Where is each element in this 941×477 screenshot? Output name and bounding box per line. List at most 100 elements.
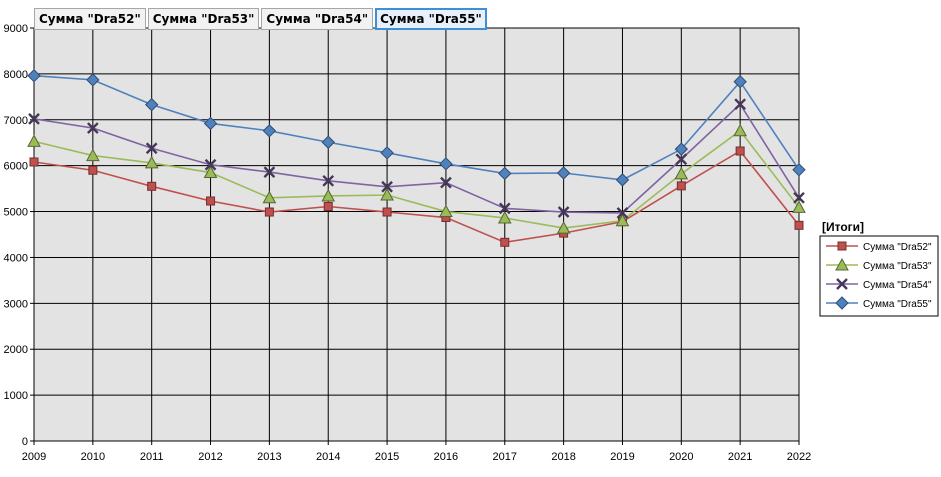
x-tick-label: 2017	[493, 451, 517, 463]
series-3	[28, 98, 805, 219]
y-tick-label: 3000	[4, 298, 28, 310]
series-line	[33, 129, 800, 229]
plot-area	[33, 27, 800, 442]
data-point	[675, 153, 688, 166]
data-point	[27, 134, 41, 147]
legend: [Итоги] Сумма "Dra52" Сумма "Dra53" Сумма …	[819, 220, 939, 317]
x-tick-label: 2010	[81, 451, 105, 463]
legend-entry: Сумма "Dra52"	[826, 241, 932, 253]
legend-label: Сумма "Dra55"	[863, 299, 932, 310]
data-point	[203, 116, 218, 131]
data-point	[145, 142, 158, 155]
data-point	[262, 190, 277, 204]
gridlines	[34, 28, 799, 441]
data-point	[29, 157, 39, 167]
y-tick-label: 5000	[4, 207, 28, 219]
data-point	[793, 191, 805, 204]
series-line	[33, 149, 800, 244]
data-point	[203, 165, 218, 179]
legend-label: Сумма "Dra52"	[863, 242, 932, 253]
data-point	[264, 207, 274, 217]
x-tick-label: 2021	[728, 451, 752, 463]
data-point	[556, 221, 571, 234]
y-tick-label: 1000	[4, 390, 28, 402]
x-tick-label: 2016	[434, 451, 458, 463]
data-point	[674, 166, 689, 180]
x-axis: 2009 2010 2011 2012 2013 2014 2015 2016 2017 2018…	[22, 441, 811, 463]
data-point	[439, 204, 453, 218]
data-point	[616, 207, 629, 219]
data-point	[380, 146, 394, 160]
y-tick-label: 2000	[4, 344, 28, 356]
legend-entry: Сумма "Dra53"	[826, 257, 932, 272]
data-point	[206, 196, 216, 206]
legend-entry: Сумма "Dra54"	[826, 278, 932, 291]
x-tick-label: 2014	[316, 451, 340, 463]
data-point	[262, 124, 277, 138]
data-point	[792, 163, 806, 177]
series-4	[27, 69, 806, 187]
data-point	[734, 98, 747, 111]
data-point	[147, 181, 157, 191]
data-point	[500, 237, 510, 247]
legend-label: Сумма "Dra53"	[863, 261, 932, 272]
legend-marker	[837, 241, 847, 251]
data-point	[674, 142, 689, 156]
data-point	[735, 146, 745, 156]
data-point	[27, 69, 41, 83]
series-line	[33, 102, 800, 214]
data-point	[440, 176, 452, 189]
data-point	[615, 213, 630, 227]
data-point	[498, 202, 511, 215]
x-tick-label: 2019	[610, 451, 634, 463]
legend-marker	[835, 296, 849, 310]
data-point	[557, 206, 570, 218]
data-point	[498, 166, 512, 181]
field-button-bar: Сумма "Dra52" Сумма "Dra53" Сумма "Dra54…	[34, 8, 487, 30]
x-tick-label: 2015	[375, 451, 399, 463]
y-axis: 0 1000 2000 3000 4000 5000 6000 7000 8000 9000	[4, 23, 34, 448]
data-point	[381, 180, 393, 193]
field-button-dra54[interactable]: Сумма "Dra54"	[261, 8, 374, 30]
legend-marker	[835, 257, 849, 271]
field-button-dra52[interactable]: Сумма "Dra52"	[34, 8, 146, 30]
x-tick-label: 2018	[551, 451, 575, 463]
data-point	[733, 74, 747, 89]
field-button-dra53[interactable]: Сумма "Dra53"	[147, 8, 260, 30]
legend-title: [Итоги]	[822, 220, 864, 234]
data-point	[439, 157, 453, 171]
data-point	[263, 166, 276, 178]
data-point	[794, 220, 804, 230]
data-point	[144, 97, 159, 112]
data-point	[382, 207, 392, 217]
data-point	[88, 165, 98, 175]
data-point	[615, 173, 630, 187]
y-tick-label: 7000	[4, 115, 28, 127]
y-tick-label: 4000	[4, 252, 28, 264]
x-tick-label: 2022	[787, 451, 811, 463]
data-point	[733, 123, 747, 137]
x-tick-label: 2013	[257, 451, 281, 463]
x-tick-label: 2011	[140, 451, 164, 463]
field-button-dra55[interactable]: Сумма "Dra55"	[375, 8, 487, 30]
series-2	[27, 123, 806, 234]
data-point	[497, 210, 512, 224]
legend-entry: Сумма "Dra55"	[826, 296, 932, 310]
y-tick-label: 8000	[4, 69, 28, 81]
legend-marker	[836, 278, 848, 290]
data-point	[556, 166, 571, 180]
data-point	[86, 122, 99, 134]
data-point	[28, 113, 40, 125]
x-tick-label: 2009	[22, 451, 46, 463]
series-layer	[27, 69, 806, 247]
data-point	[321, 188, 336, 202]
x-tick-label: 2020	[669, 451, 693, 463]
data-point	[321, 135, 335, 149]
data-point	[144, 155, 159, 169]
y-tick-label: 6000	[4, 161, 28, 173]
data-point	[86, 73, 100, 87]
data-point	[86, 148, 100, 162]
data-point	[322, 174, 335, 187]
